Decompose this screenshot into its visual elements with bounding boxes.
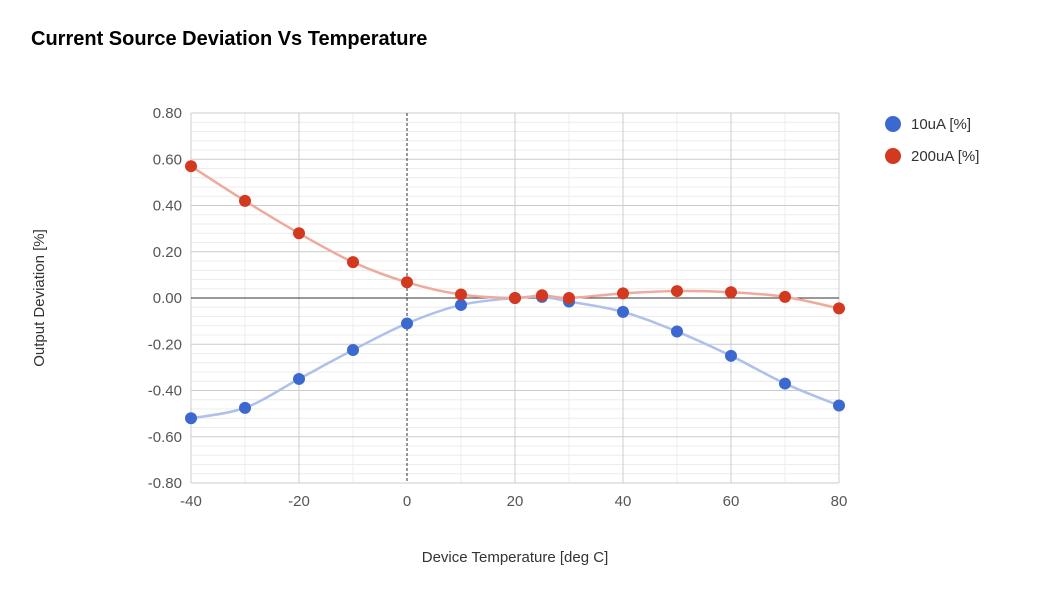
legend[interactable]: 10uA [%] 200uA [%] [885,116,979,165]
data-point [455,288,467,301]
y-tick-label: -0.20 [148,336,182,353]
data-point [833,302,845,315]
y-tick-label: -0.40 [148,383,182,400]
x-axis-title: Device Temperature [deg C] [422,549,608,566]
y-tick-label: 0.60 [153,151,182,168]
tick-labels: -0.80 -0.60 -0.40 -0.20 0.00 0.20 0.40 0.60 0.80… [148,105,848,510]
data-point [401,276,413,289]
data-point [725,286,737,299]
legend-label: 200uA [%] [911,148,979,165]
y-tick-label: 0.40 [153,198,182,215]
data-point [401,317,413,330]
y-tick-label: 0.80 [153,105,182,122]
data-point [293,227,305,240]
data-point [293,372,305,385]
data-point [347,344,359,357]
x-tick-label: 60 [723,493,740,510]
data-point [536,289,548,302]
y-tick-label: -0.80 [148,475,182,492]
chart-title: Current Source Deviation Vs Temperature [31,28,428,50]
legend-marker [885,116,901,132]
data-point [779,377,791,390]
x-tick-label: 20 [507,493,524,510]
x-tick-label: 0 [403,493,411,510]
data-point [455,298,467,311]
legend-marker [885,148,901,164]
series-points [185,160,845,425]
data-point [239,194,251,207]
data-point [617,287,629,300]
data-point [725,349,737,362]
x-tick-label: 40 [615,493,632,510]
data-point [347,256,359,269]
y-axis-title: Output Deviation [%] [31,229,48,367]
legend-label: 10uA [%] [911,116,971,133]
data-point [671,325,683,338]
data-point [779,290,791,303]
y-tick-label: 0.20 [153,244,182,261]
x-tick-label: -20 [288,493,310,510]
data-point [617,305,629,318]
data-point [833,399,845,412]
x-tick-label: 80 [831,493,848,510]
data-point [671,285,683,298]
y-tick-label: 0.00 [153,290,182,307]
x-tick-label: -40 [180,493,202,510]
data-point [563,292,575,304]
major-gridlines [190,112,840,484]
data-point [185,412,197,425]
data-point [185,160,197,173]
data-point [509,292,521,304]
data-point [239,401,251,414]
y-tick-label: -0.60 [148,429,182,446]
